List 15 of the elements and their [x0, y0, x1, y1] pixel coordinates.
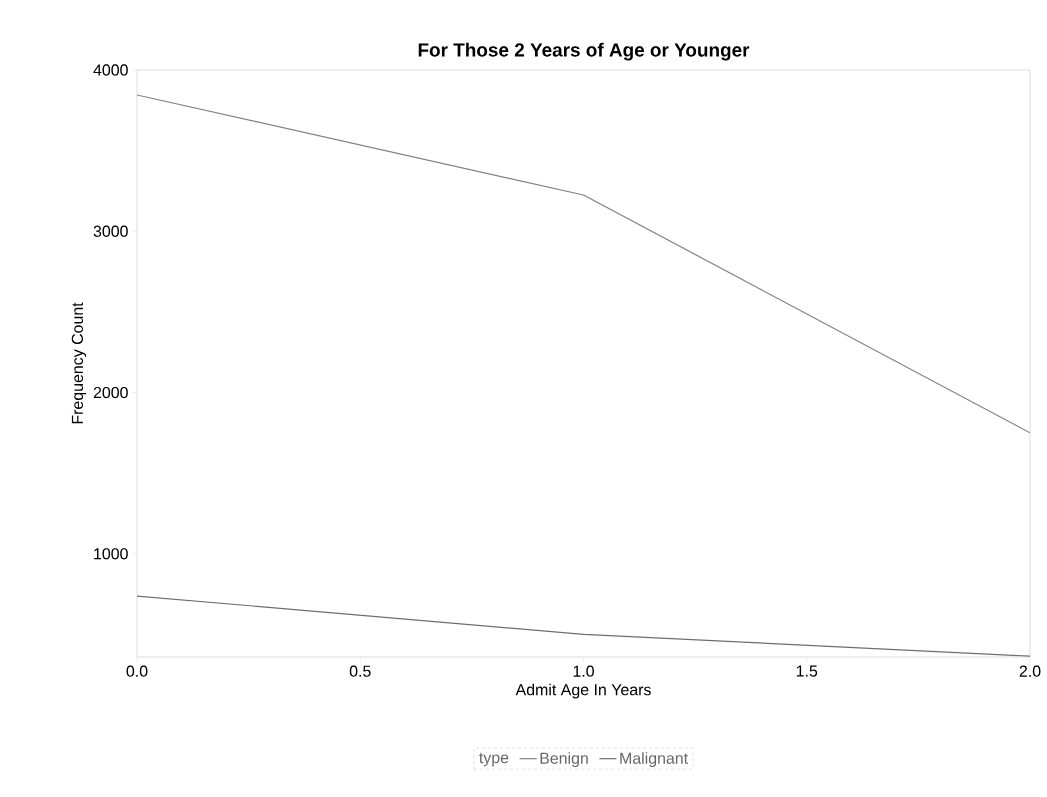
x-tick-label: 1.0 — [573, 665, 594, 677]
y-tick-label: 3000 — [93, 225, 128, 237]
x-tick-label: 1.5 — [796, 665, 818, 677]
x-axis-title: Admit Age In Years — [515, 683, 651, 699]
legend-label: Benign — [540, 752, 588, 768]
y-tick-label: 2000 — [93, 386, 128, 399]
x-tick-label: 0.0 — [126, 665, 148, 677]
x-tick-label: 0.5 — [349, 665, 371, 677]
legend-title: type — [479, 752, 509, 767]
chart-title: For Those 2 Years of Age or Younger — [418, 42, 750, 61]
x-tick-label: 2.0 — [1019, 665, 1041, 677]
y-tick-label: 1000 — [94, 548, 128, 560]
y-axis-title: Frequency Count — [71, 302, 87, 424]
legend-label: Malignant — [620, 752, 688, 768]
y-tick-label: 4000 — [93, 64, 128, 76]
